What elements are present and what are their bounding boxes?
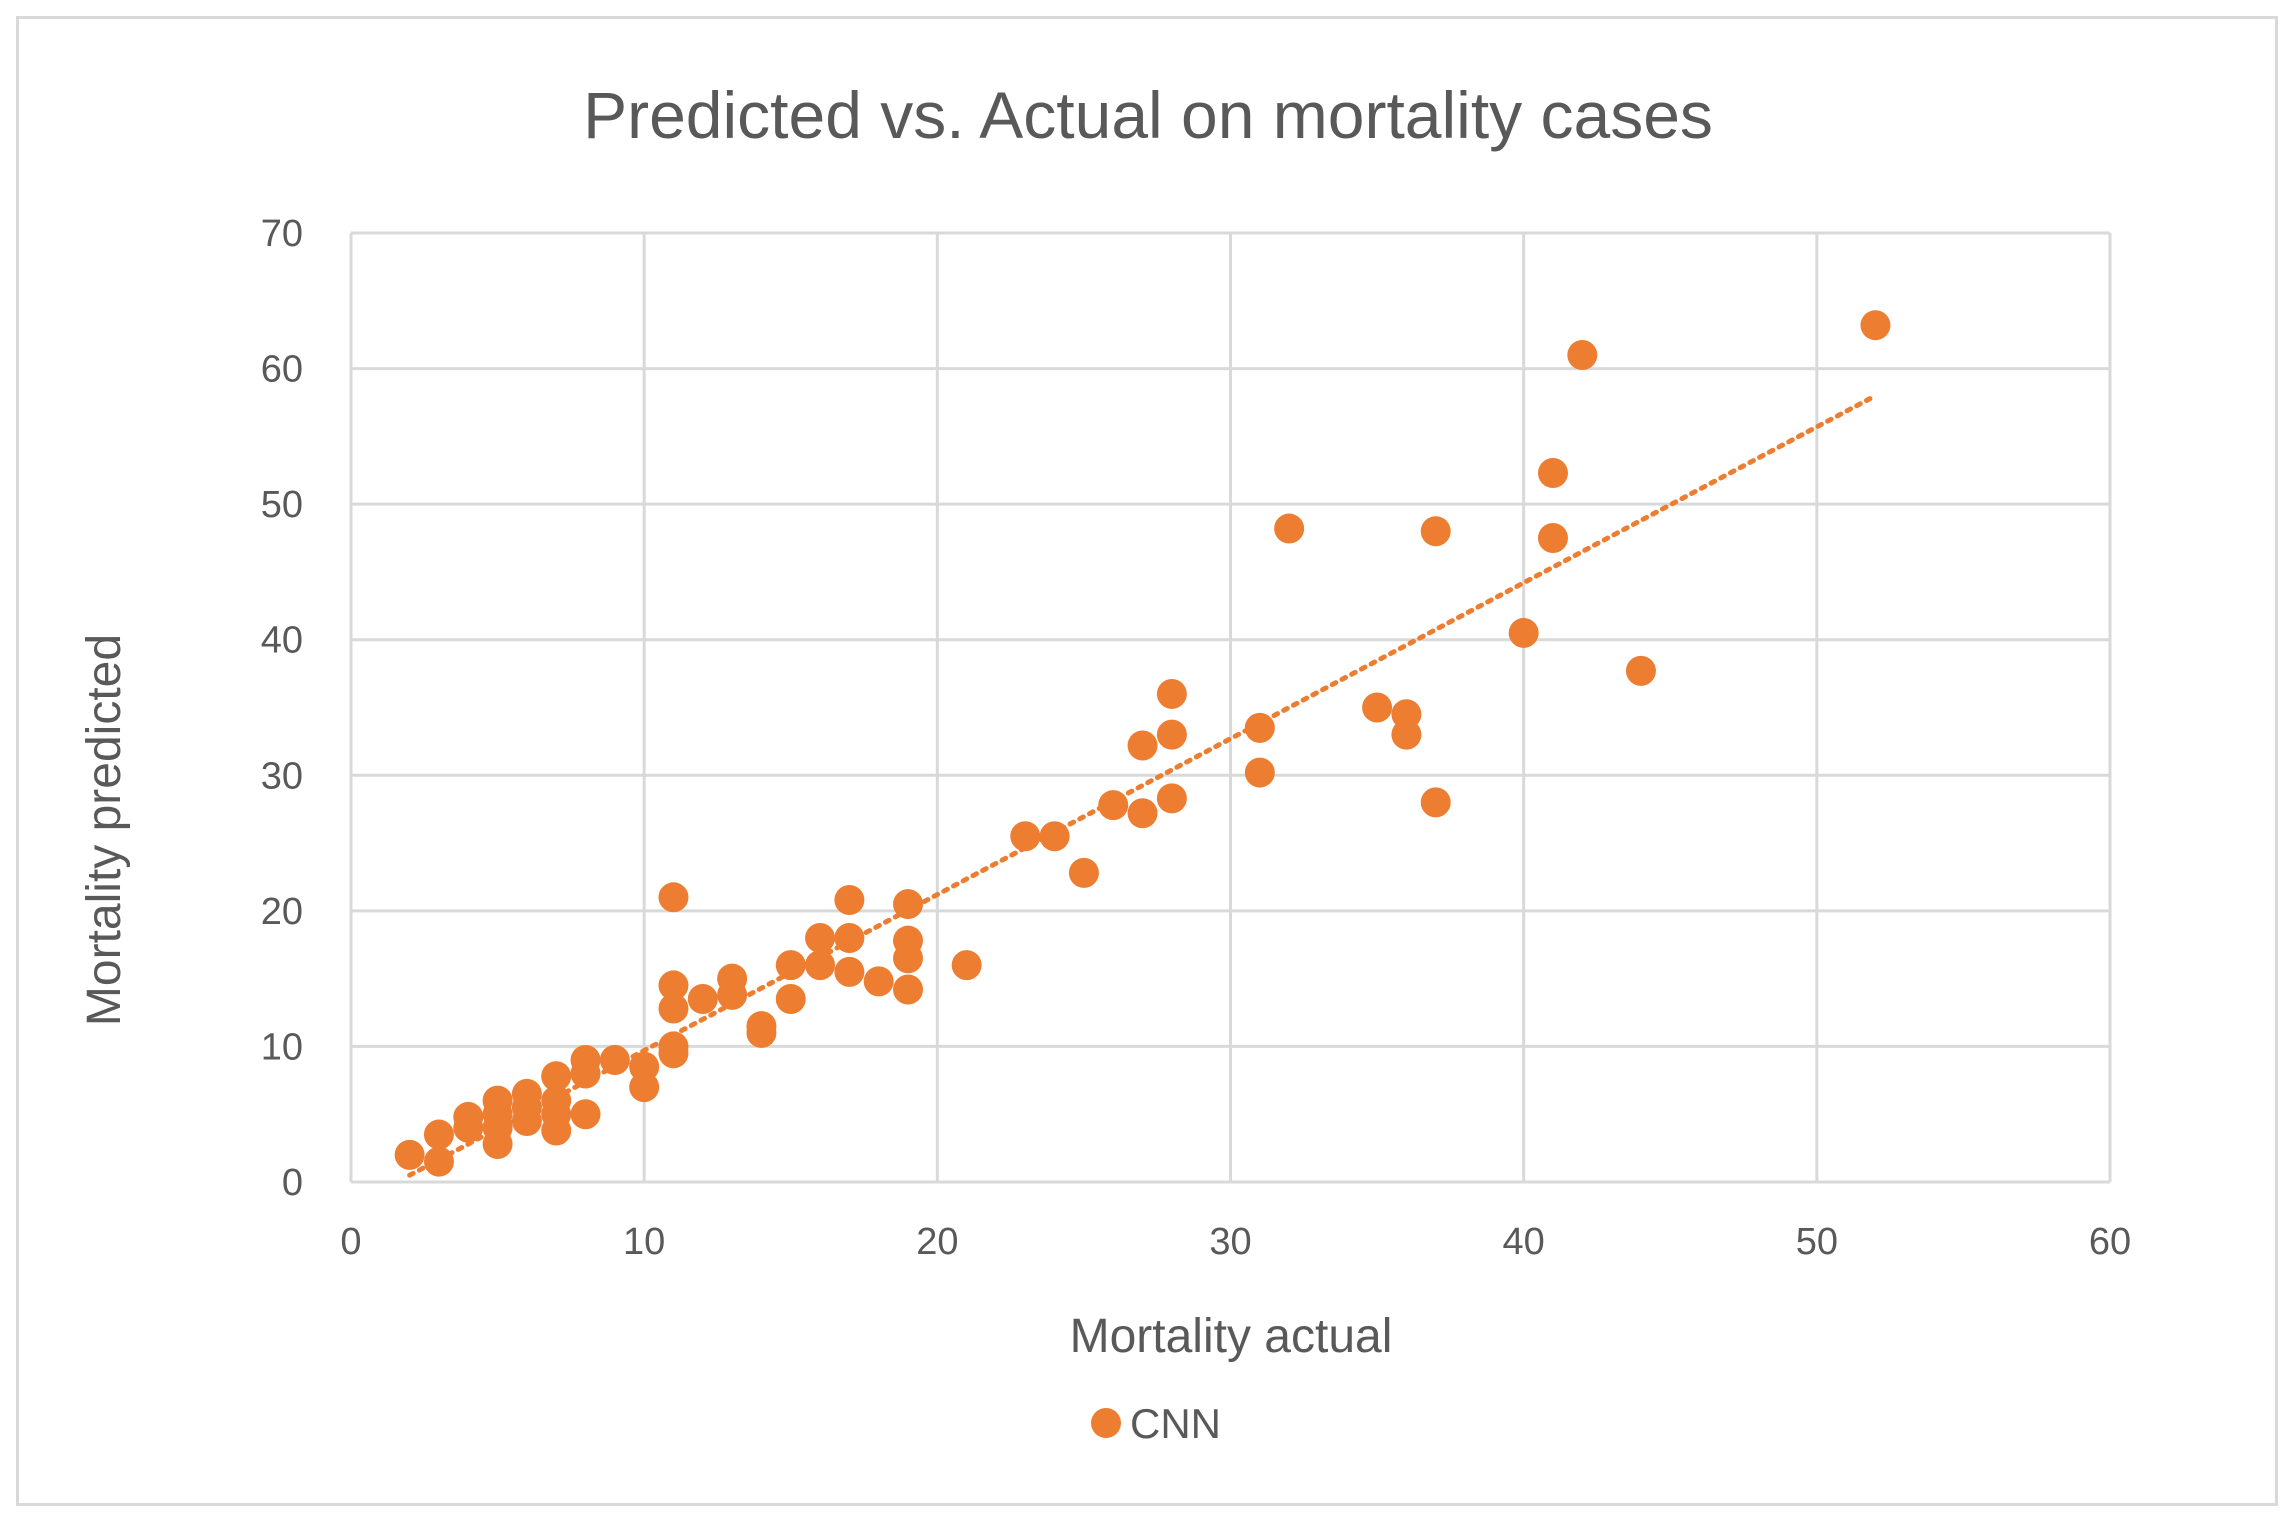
data-point [1537,523,1568,554]
data-point [1420,787,1451,818]
legend: CNN [1091,1400,1221,1447]
data-point [423,1119,454,1150]
y-tick-label: 0 [282,1162,303,1204]
data-point [717,963,748,994]
data-point [805,950,836,981]
data-point [1391,719,1422,750]
data-point [541,1085,572,1116]
x-tick-label: 10 [623,1221,665,1263]
data-point [599,1044,630,1075]
data-point [570,1044,601,1075]
chart-title: Predicted vs. Actual on mortality cases [583,78,1713,152]
data-point [775,983,806,1014]
data-point [658,1038,689,1069]
y-tick-label: 70 [261,213,303,255]
y-tick-label: 20 [261,891,303,933]
x-tick-label: 30 [1209,1221,1251,1263]
x-tick-label: 50 [1796,1221,1838,1263]
data-point [1068,857,1099,888]
data-point [1127,730,1158,761]
data-point [1156,678,1187,709]
data-point [1156,719,1187,750]
data-point [1156,783,1187,814]
data-point [394,1139,425,1170]
data-point [1244,757,1275,788]
legend-marker-cnn [1091,1408,1121,1438]
y-tick-label: 50 [261,484,303,526]
data-point [893,889,924,920]
data-point [1537,457,1568,488]
y-tick-labels: 0 10 20 30 40 50 60 70 [261,213,303,1204]
data-point [658,993,689,1024]
data-point [687,983,718,1014]
data-point [805,922,836,953]
data-point [951,950,982,981]
y-tick-label: 60 [261,349,303,391]
x-axis-label: Mortality actual [1070,1310,1393,1363]
data-point [834,885,865,916]
gridlines [349,231,2112,1184]
y-axis-label: Mortality predicted [78,634,131,1026]
data-point [1508,617,1539,648]
y-tick-label: 30 [261,755,303,797]
data-point [1625,655,1656,686]
data-point [658,970,689,1001]
chart-frame [16,16,2278,1506]
data-point [1127,798,1158,829]
data-point [834,956,865,987]
data-point [746,1011,777,1042]
data-points [394,310,1891,1177]
x-tick-label: 20 [916,1221,958,1263]
data-point [1362,692,1393,723]
data-point [1567,340,1598,371]
data-point [1244,712,1275,743]
data-point [1420,516,1451,547]
trendline-cnn [407,393,1878,1178]
data-point [423,1146,454,1177]
y-tick-label: 40 [261,620,303,662]
x-tick-label: 0 [340,1221,361,1263]
data-point [834,922,865,953]
x-tick-label: 40 [1503,1221,1545,1263]
y-tick-label: 10 [261,1026,303,1068]
data-point [1098,790,1129,821]
x-tick-label: 60 [2089,1221,2131,1263]
data-point [482,1085,513,1116]
trendline [407,393,1878,1178]
data-point [511,1078,542,1109]
data-point [570,1099,601,1130]
legend-label-cnn: CNN [1130,1400,1221,1447]
data-point [1039,821,1070,852]
x-tick-labels: 0 10 20 30 40 50 60 [340,1221,2131,1263]
data-point [1010,821,1041,852]
data-point [541,1061,572,1092]
data-point [629,1051,660,1082]
data-point [1860,310,1891,341]
data-point [658,882,689,913]
data-point [893,974,924,1005]
data-point [1274,513,1305,544]
data-point [863,966,894,997]
data-point [775,950,806,981]
data-point [453,1101,484,1132]
data-point [893,943,924,974]
